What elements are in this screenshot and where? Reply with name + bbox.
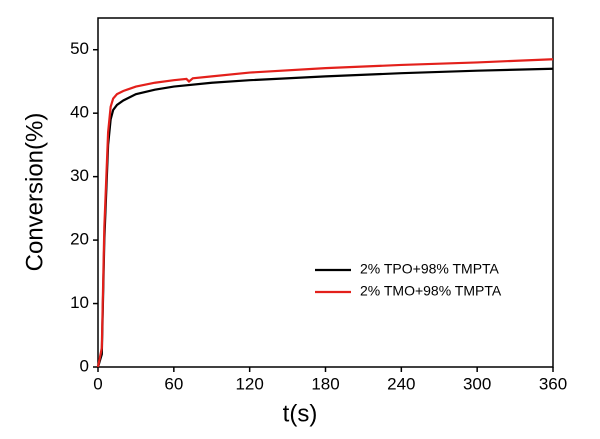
legend-label: 2% TPO+98% TMPTA (360, 261, 500, 277)
y-tick-label: 20 (70, 230, 89, 249)
x-tick-label: 0 (93, 374, 102, 393)
x-axis-label: t(s) (283, 400, 318, 427)
x-tick-label: 120 (235, 374, 263, 393)
x-tick-label: 240 (387, 374, 415, 393)
y-tick-label: 0 (80, 356, 89, 375)
y-tick-label: 30 (70, 166, 89, 185)
legend-label: 2% TMO+98% TMPTA (360, 283, 502, 299)
x-tick-label: 180 (311, 374, 339, 393)
y-tick-label: 50 (70, 39, 89, 58)
x-tick-label: 60 (164, 374, 183, 393)
y-tick-label: 40 (70, 103, 89, 122)
x-tick-label: 300 (463, 374, 491, 393)
data-line (96, 58, 554, 368)
x-tick-label: 360 (539, 374, 567, 393)
y-tick-label: 10 (70, 293, 89, 312)
data-line (96, 67, 554, 368)
y-axis-label: Conversion(%) (21, 113, 48, 272)
